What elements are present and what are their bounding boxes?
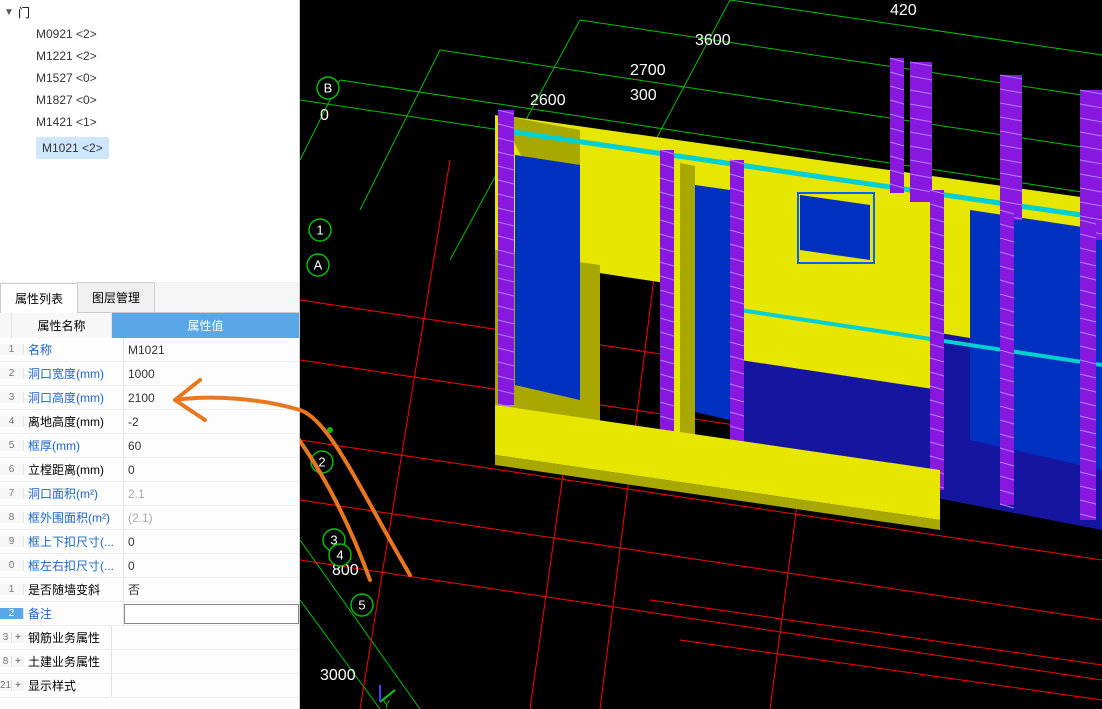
property-row[interactable]: 2备注 xyxy=(0,602,299,626)
property-value[interactable]: 1000 xyxy=(124,364,299,384)
header-name: 属性名称 xyxy=(12,313,112,338)
expand-icon[interactable]: + xyxy=(12,680,24,691)
3d-viewport[interactable]: 42036002700300260008003000B1A2345Y xyxy=(300,0,1102,709)
svg-text:2: 2 xyxy=(318,454,325,469)
property-row[interactable]: 6立樘距离(mm)0 xyxy=(0,458,299,482)
tree-item[interactable]: M1421 <1> xyxy=(0,111,299,133)
svg-text:3000: 3000 xyxy=(320,667,356,684)
property-name: 显示样式 xyxy=(24,674,112,697)
svg-text:Y: Y xyxy=(383,699,391,709)
property-value[interactable] xyxy=(124,604,299,624)
expand-icon[interactable]: + xyxy=(12,656,24,667)
property-value[interactable]: 否 xyxy=(124,578,299,601)
property-name: 洞口高度(mm) xyxy=(24,386,124,409)
property-value[interactable]: 0 xyxy=(124,556,299,576)
property-row[interactable]: 4离地高度(mm)-2 xyxy=(0,410,299,434)
property-row[interactable]: 7洞口面积(m²)2.1 xyxy=(0,482,299,506)
property-header: 属性名称 属性值 xyxy=(0,313,299,338)
property-name: 洞口宽度(mm) xyxy=(24,362,124,385)
tab-properties[interactable]: 属性列表 xyxy=(0,283,78,313)
tree-root-label: 门 xyxy=(18,4,30,21)
property-tabs: 属性列表 图层管理 xyxy=(0,282,299,313)
tree-item-selected[interactable]: M1021 <2> xyxy=(36,137,109,159)
property-value[interactable] xyxy=(112,635,299,641)
svg-text:4: 4 xyxy=(336,547,343,562)
property-name: 洞口面积(m²) xyxy=(24,482,124,505)
component-tree[interactable]: ▼ 门 M0921 <2>M1221 <2>M1527 <0>M1827 <0>… xyxy=(0,0,299,282)
property-row[interactable]: 2洞口宽度(mm)1000 xyxy=(0,362,299,386)
property-grid[interactable]: 1名称M10212洞口宽度(mm)10003洞口高度(mm)21004离地高度(… xyxy=(0,338,299,709)
property-row[interactable]: 1是否随墙变斜否 xyxy=(0,578,299,602)
header-value: 属性值 xyxy=(112,313,299,338)
tree-item[interactable]: M1527 <0> xyxy=(0,67,299,89)
svg-text:0: 0 xyxy=(320,107,329,124)
property-row[interactable]: 21+显示样式 xyxy=(0,674,299,698)
property-value[interactable]: 60 xyxy=(124,436,299,456)
property-name: 是否随墙变斜 xyxy=(24,578,124,601)
svg-text:1: 1 xyxy=(316,222,323,237)
property-value[interactable]: 2.1 xyxy=(124,484,299,504)
property-row[interactable]: 0框左右扣尺寸(...0 xyxy=(0,554,299,578)
property-name: 名称 xyxy=(24,338,124,361)
property-name: 备注 xyxy=(24,602,124,625)
tree-root-door[interactable]: ▼ 门 xyxy=(0,2,299,23)
svg-text:2700: 2700 xyxy=(630,62,666,79)
property-name: 框左右扣尺寸(... xyxy=(24,554,124,577)
property-value[interactable]: 0 xyxy=(124,460,299,480)
property-row[interactable]: 5框厚(mm)60 xyxy=(0,434,299,458)
property-name: 土建业务属性 xyxy=(24,650,112,673)
property-row[interactable]: 3+钢筋业务属性 xyxy=(0,626,299,650)
property-row[interactable]: 1名称M1021 xyxy=(0,338,299,362)
tree-item[interactable]: M1221 <2> xyxy=(0,45,299,67)
svg-text:420: 420 xyxy=(890,2,917,19)
property-name: 立樘距离(mm) xyxy=(24,458,124,481)
property-row[interactable]: 8框外围面积(m²)(2.1) xyxy=(0,506,299,530)
property-value[interactable]: (2.1) xyxy=(124,508,299,528)
tree-item[interactable]: M1021 <2> xyxy=(0,133,299,163)
property-name: 离地高度(mm) xyxy=(24,410,124,433)
property-row[interactable]: 8+土建业务属性 xyxy=(0,650,299,674)
svg-text:3600: 3600 xyxy=(695,32,731,49)
property-value[interactable]: 0 xyxy=(124,532,299,552)
property-name: 钢筋业务属性 xyxy=(24,626,112,649)
svg-text:B: B xyxy=(324,80,333,95)
property-value[interactable]: -2 xyxy=(124,412,299,432)
expand-icon[interactable]: + xyxy=(12,632,24,643)
svg-text:A: A xyxy=(314,257,323,272)
tree-item[interactable]: M1827 <0> xyxy=(0,89,299,111)
property-row[interactable]: 9框上下扣尺寸(...0 xyxy=(0,530,299,554)
property-value[interactable] xyxy=(112,683,299,689)
property-value[interactable]: 2100 xyxy=(124,388,299,408)
tree-item[interactable]: M0921 <2> xyxy=(0,23,299,45)
svg-text:300: 300 xyxy=(630,87,657,104)
svg-text:5: 5 xyxy=(358,597,365,612)
property-name: 框厚(mm) xyxy=(24,434,124,457)
svg-text:2600: 2600 xyxy=(530,92,566,109)
property-value[interactable] xyxy=(112,659,299,665)
property-name: 框上下扣尺寸(... xyxy=(24,530,124,553)
property-value-input[interactable] xyxy=(124,604,299,624)
left-panel: ▼ 门 M0921 <2>M1221 <2>M1527 <0>M1827 <0>… xyxy=(0,0,300,709)
collapse-icon[interactable]: ▼ xyxy=(4,7,14,18)
property-value[interactable]: M1021 xyxy=(124,340,299,360)
property-name: 框外围面积(m²) xyxy=(24,506,124,529)
property-row[interactable]: 3洞口高度(mm)2100 xyxy=(0,386,299,410)
tab-layers[interactable]: 图层管理 xyxy=(77,282,155,312)
